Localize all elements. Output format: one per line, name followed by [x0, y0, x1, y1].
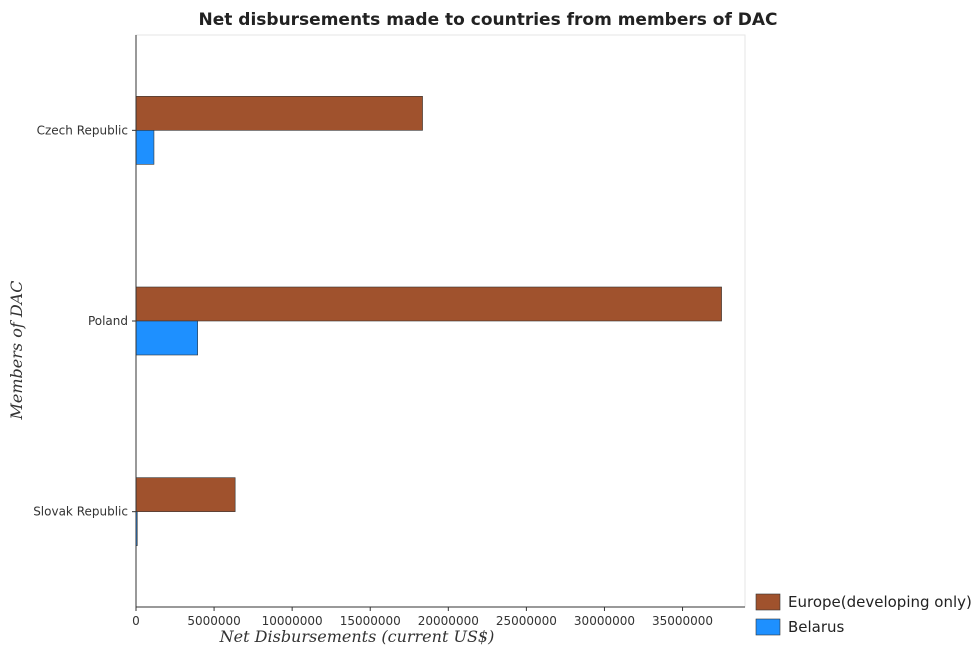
bar-belarus-poland — [135, 320, 198, 356]
y-axis-label: Members of DAC — [7, 281, 26, 421]
x-tick-label: 0 — [132, 614, 140, 628]
legend-swatch-belarus — [755, 618, 781, 636]
bars-group — [135, 96, 722, 546]
x-tick-label: 20000000 — [418, 614, 479, 628]
y-tick-label: Czech Republic — [37, 123, 128, 137]
bar-belarus-czech-republic — [135, 130, 155, 165]
x-tick-label: 5000000 — [187, 614, 240, 628]
x-axis-label: Net Disbursements (current US$) — [219, 627, 495, 646]
y-tick-label: Poland — [88, 314, 128, 328]
bar-europe-czech-republic — [135, 96, 423, 131]
x-ticks-group: 0 5000000 10000000 15000000 20000000 25000000… — [132, 607, 713, 628]
x-tick-label: 35000000 — [652, 614, 713, 628]
x-tick-label: 15000000 — [340, 614, 401, 628]
y-tick-label: Slovak Republic — [33, 505, 128, 519]
legend-swatch-europe — [755, 593, 781, 611]
bar-europe-poland — [135, 286, 722, 322]
chart-title: Net disbursements made to countries from… — [198, 10, 777, 30]
legend-label-europe: Europe(developing only) — [788, 593, 972, 611]
legend-label-belarus: Belarus — [788, 618, 845, 636]
y-ticks-group: Czech Republic Poland Slovak Republic — [33, 123, 136, 519]
legend: Europe(developing only) Belarus — [755, 593, 972, 636]
x-tick-label: 10000000 — [262, 614, 323, 628]
bar-europe-slovak-republic — [135, 477, 236, 512]
x-tick-label: 25000000 — [496, 614, 557, 628]
x-tick-label: 30000000 — [574, 614, 635, 628]
